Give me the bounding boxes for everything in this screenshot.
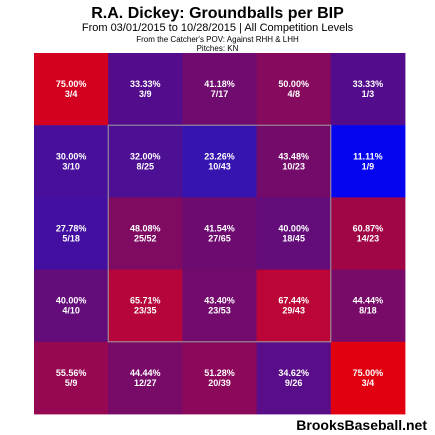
zone-cell-percent: 41.18% bbox=[204, 79, 235, 89]
zone-cell-percent: 41.54% bbox=[204, 224, 235, 234]
zone-cell-percent: 44.44% bbox=[353, 296, 384, 306]
zone-cell bbox=[256, 341, 332, 415]
zone-cell bbox=[330, 269, 406, 343]
zone-cell bbox=[182, 269, 257, 343]
zone-cell bbox=[108, 341, 183, 415]
zone-cell-count: 8/25 bbox=[137, 161, 155, 171]
zone-cell bbox=[330, 125, 406, 198]
zone-cell-count: 29/43 bbox=[282, 306, 305, 316]
zone-cell bbox=[256, 125, 332, 198]
zone-cell-count: 10/23 bbox=[282, 161, 305, 171]
zone-cell-percent: 40.00% bbox=[56, 296, 87, 306]
zone-cell bbox=[108, 197, 183, 270]
zone-cell-count: 18/45 bbox=[282, 234, 305, 244]
zone-cell bbox=[34, 269, 109, 343]
zone-cell bbox=[256, 53, 332, 126]
zone-cell-count: 8/18 bbox=[359, 306, 377, 316]
zone-cell-percent: 75.00% bbox=[353, 368, 384, 378]
chart-title: R.A. Dickey: Groundballs per BIP bbox=[91, 5, 344, 22]
zone-cell bbox=[34, 341, 109, 415]
zone-cell-percent: 43.40% bbox=[204, 296, 235, 306]
zone-cell-count: 27/65 bbox=[208, 234, 231, 244]
chart-subtitle: From 03/01/2015 to 10/28/2015 | All Comp… bbox=[81, 22, 354, 34]
zone-cell-percent: 65.71% bbox=[130, 296, 161, 306]
zone-cell-count: 14/23 bbox=[357, 234, 380, 244]
zone-cell-count: 9/26 bbox=[285, 378, 303, 388]
zone-cell-count: 5/18 bbox=[62, 234, 80, 244]
zone-cell-percent: 30.00% bbox=[56, 151, 87, 161]
site-watermark: BrooksBaseball.net bbox=[296, 417, 427, 433]
zone-cell-count: 20/39 bbox=[208, 378, 231, 388]
zone-cell-percent: 43.48% bbox=[278, 151, 309, 161]
zone-cell bbox=[34, 53, 109, 126]
zone-cell bbox=[108, 269, 183, 343]
strike-zone-outline bbox=[107, 124, 332, 343]
zone-cell bbox=[182, 341, 257, 415]
zone-cell-count: 1/3 bbox=[362, 89, 375, 99]
zone-cell-count: 7/17 bbox=[211, 89, 229, 99]
zone-cell-percent: 33.33% bbox=[353, 79, 384, 89]
zone-cell-count: 4/10 bbox=[62, 306, 80, 316]
zone-cell bbox=[256, 197, 332, 270]
zone-cell bbox=[330, 53, 406, 126]
zone-cell bbox=[330, 341, 406, 415]
zone-cell-percent: 33.33% bbox=[130, 79, 161, 89]
zone-cell-percent: 40.00% bbox=[278, 224, 309, 234]
zone-cell-percent: 27.78% bbox=[56, 224, 87, 234]
zone-cell-count: 3/10 bbox=[62, 161, 80, 171]
zone-cell-count: 10/43 bbox=[208, 161, 231, 171]
pov-note: From the Catcher's POV: Against RHH & LH… bbox=[136, 35, 299, 44]
zone-cell-count: 1/9 bbox=[362, 161, 375, 171]
zone-cell-percent: 51.28% bbox=[204, 368, 235, 378]
zone-cell-count: 3/9 bbox=[139, 89, 152, 99]
zone-cell bbox=[34, 125, 109, 198]
zone-cell-count: 12/27 bbox=[134, 378, 157, 388]
zone-cell-percent: 23.26% bbox=[204, 151, 235, 161]
zone-cell bbox=[34, 197, 109, 270]
pitches-note: Pitches: KN bbox=[196, 44, 239, 53]
zone-cell-percent: 32.00% bbox=[130, 151, 161, 161]
zone-cell-count: 5/9 bbox=[65, 378, 78, 388]
zone-cell-count: 3/4 bbox=[65, 89, 78, 99]
zone-cell bbox=[108, 125, 183, 198]
zone-cell-count: 3/4 bbox=[362, 378, 375, 388]
zone-cell-percent: 67.44% bbox=[278, 296, 309, 306]
zone-cell bbox=[182, 197, 257, 270]
zone-cell-percent: 75.00% bbox=[56, 79, 87, 89]
zone-cell-count: 25/52 bbox=[134, 234, 157, 244]
zone-cell-percent: 48.08% bbox=[130, 224, 161, 234]
zone-cell-percent: 11.11% bbox=[353, 151, 383, 161]
zone-cell bbox=[182, 125, 257, 198]
zone-cell-percent: 60.87% bbox=[353, 224, 384, 234]
zone-cell-count: 4/8 bbox=[287, 89, 300, 99]
zone-cell-percent: 34.62% bbox=[278, 368, 309, 378]
zone-cell-percent: 55.56% bbox=[56, 368, 87, 378]
zone-cell bbox=[182, 53, 257, 126]
zone-cell-percent: 44.44% bbox=[130, 368, 161, 378]
zone-cell bbox=[330, 197, 406, 270]
zone-cell bbox=[256, 269, 332, 343]
zone-cell-count: 23/53 bbox=[208, 306, 231, 316]
zone-cell-count: 23/35 bbox=[134, 306, 157, 316]
zone-cell-percent: 50.00% bbox=[278, 79, 309, 89]
zone-cell bbox=[108, 53, 183, 126]
